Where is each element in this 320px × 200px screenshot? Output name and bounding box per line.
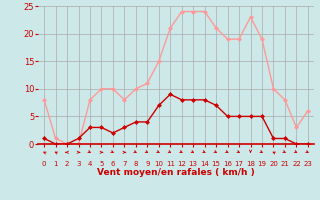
X-axis label: Vent moyen/en rafales ( km/h ): Vent moyen/en rafales ( km/h ) <box>97 168 255 177</box>
